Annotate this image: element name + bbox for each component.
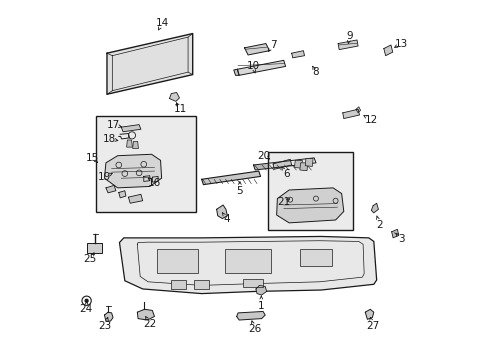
Polygon shape [370,203,378,213]
Polygon shape [104,154,162,188]
Polygon shape [107,33,192,94]
Text: 18: 18 [102,134,116,144]
Polygon shape [253,158,315,170]
Text: 27: 27 [365,321,378,331]
Bar [157,249,198,273]
Text: 22: 22 [143,319,156,329]
Polygon shape [169,93,179,102]
Bar [242,279,263,287]
Text: 23: 23 [99,321,112,331]
Polygon shape [383,45,392,56]
Text: 25: 25 [83,254,97,264]
Polygon shape [291,51,304,58]
Text: 11: 11 [173,104,186,114]
Polygon shape [137,309,154,320]
Text: 20: 20 [257,151,270,161]
Text: 6: 6 [283,168,289,179]
Polygon shape [121,125,141,132]
Polygon shape [119,237,376,294]
Text: 8: 8 [312,67,319,77]
Text: 4: 4 [223,213,229,224]
Bar [194,280,208,289]
Polygon shape [132,141,138,149]
Text: 7: 7 [269,40,276,50]
Polygon shape [216,205,227,219]
Polygon shape [272,159,291,169]
Bar [87,243,102,253]
Text: 13: 13 [394,39,407,49]
Text: 15: 15 [86,153,99,163]
Bar [224,249,271,273]
Text: 21: 21 [277,197,290,207]
Text: 1: 1 [258,301,264,311]
Polygon shape [337,40,357,50]
Text: 10: 10 [246,62,260,71]
Text: 16: 16 [147,178,161,188]
Bar [96,116,195,212]
Polygon shape [233,69,239,75]
Bar [299,249,331,266]
Text: 17: 17 [106,120,120,130]
Polygon shape [236,311,264,320]
Polygon shape [391,229,398,238]
Polygon shape [237,60,285,75]
Text: 26: 26 [247,324,261,334]
Text: 2: 2 [375,220,382,230]
Bar [171,280,185,289]
Polygon shape [104,312,113,321]
Polygon shape [342,109,359,118]
Polygon shape [365,309,373,319]
Polygon shape [305,158,312,166]
Text: 19: 19 [98,172,111,182]
Polygon shape [119,191,125,198]
Polygon shape [201,171,260,185]
Polygon shape [255,285,266,295]
Polygon shape [294,160,302,168]
Polygon shape [106,185,116,193]
Polygon shape [276,188,343,223]
Text: 24: 24 [79,304,92,314]
Text: 3: 3 [398,234,404,244]
Circle shape [84,298,88,303]
Polygon shape [126,140,132,147]
Polygon shape [355,107,360,113]
Polygon shape [128,194,142,203]
Text: 9: 9 [346,31,352,41]
Polygon shape [299,163,307,171]
Bar [267,152,353,230]
Text: 5: 5 [236,186,243,196]
Text: 14: 14 [155,18,169,28]
Polygon shape [244,44,269,55]
Text: 12: 12 [364,115,377,125]
